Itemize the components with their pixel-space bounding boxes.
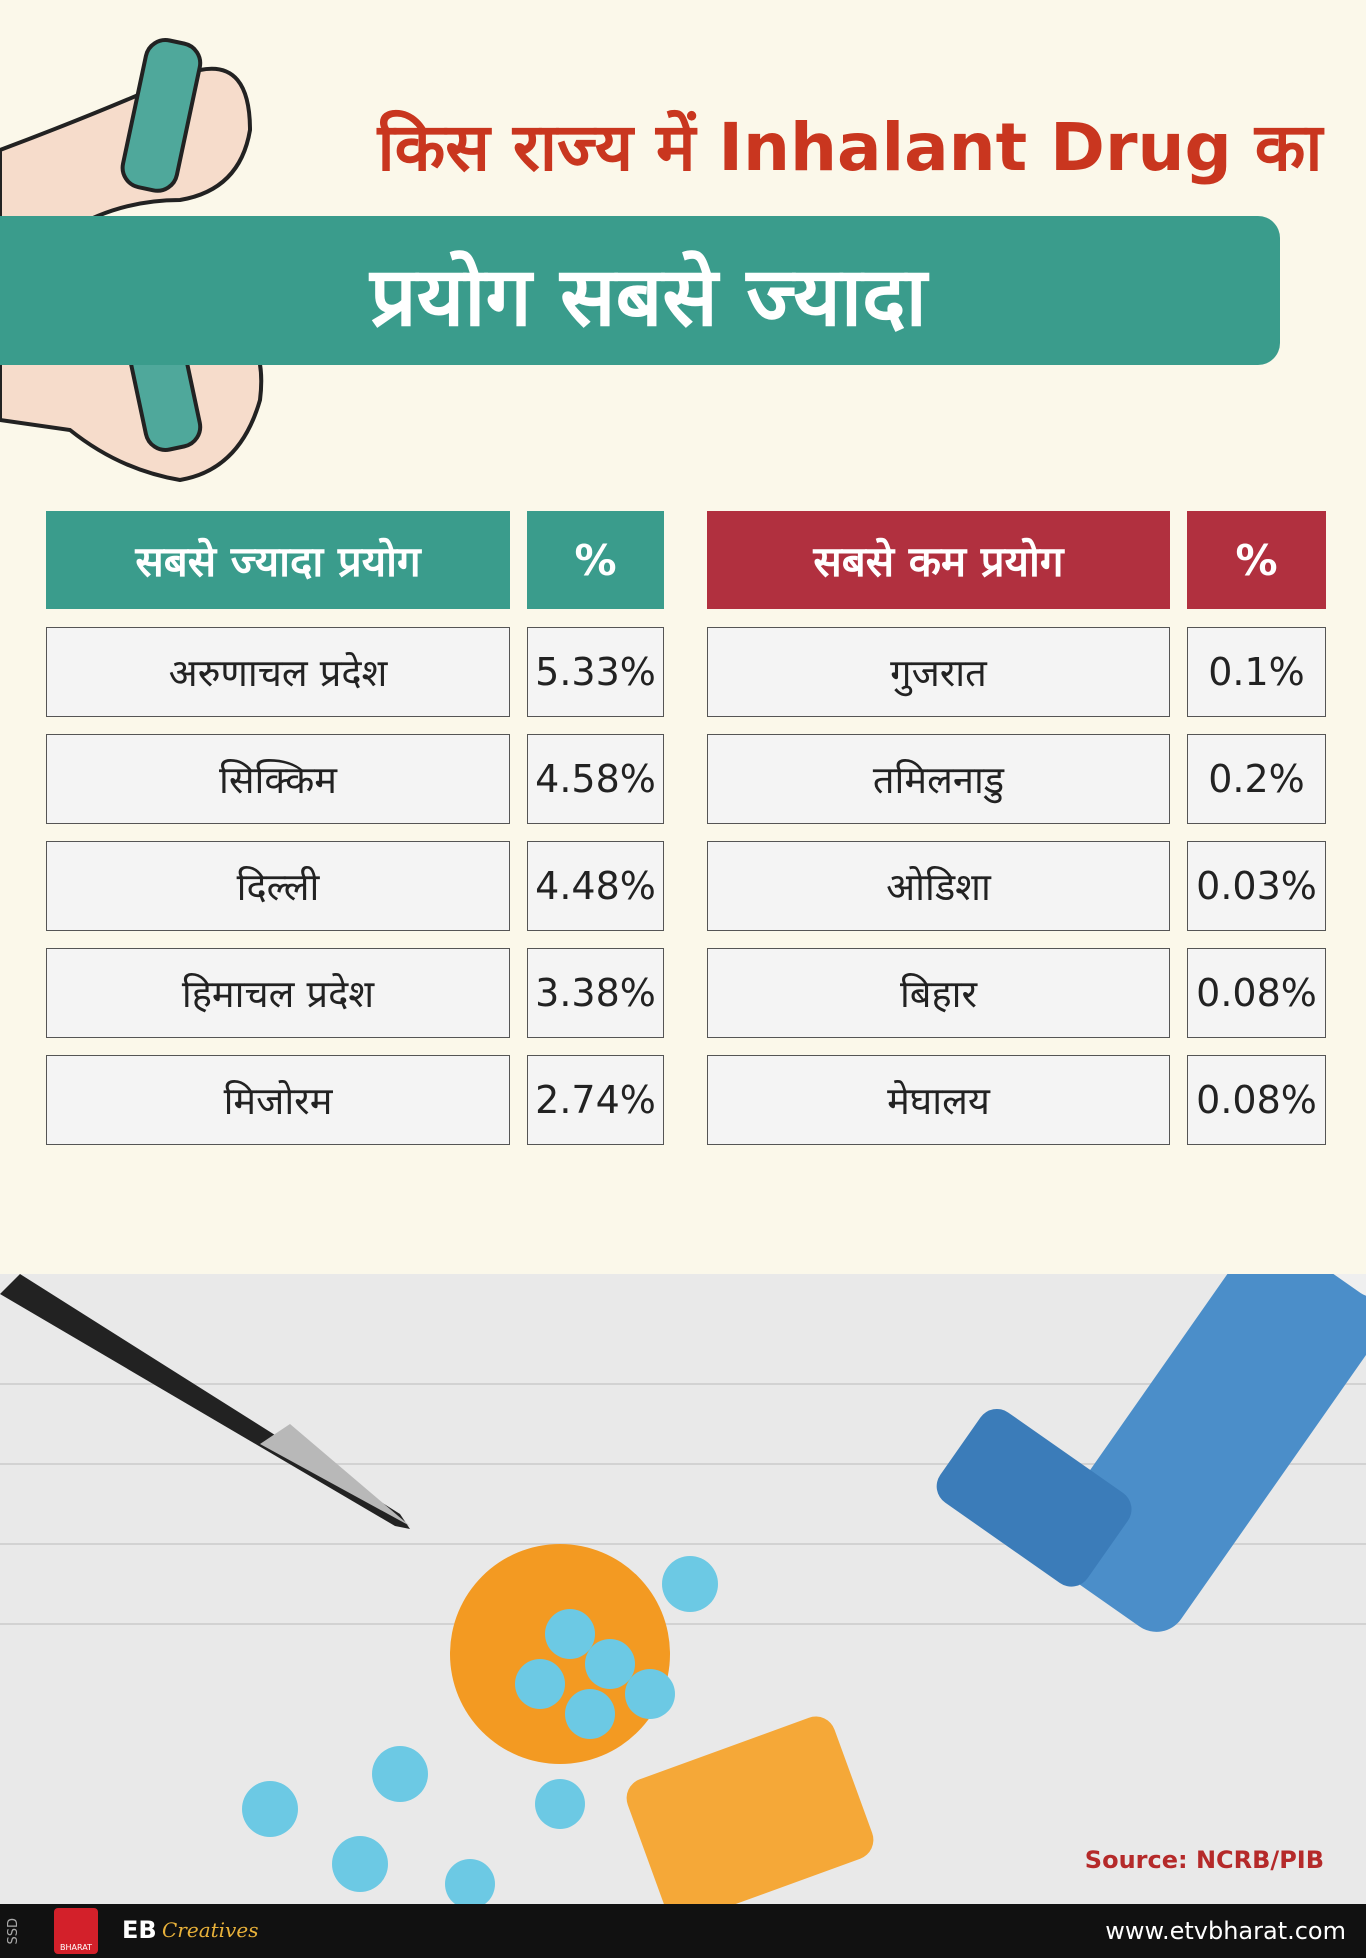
photo-illustration — [0, 1274, 1366, 1904]
percent-cell: 4.58% — [527, 734, 664, 824]
state-cell: ओडिशा — [707, 841, 1170, 931]
state-cell: तमिलनाडु — [707, 734, 1170, 824]
percent-cell: 0.08% — [1187, 1055, 1326, 1145]
state-cell: सिक्किम — [46, 734, 510, 824]
title-band — [0, 216, 1280, 365]
percent-cell: 0.08% — [1187, 948, 1326, 1038]
percent-cell: 0.03% — [1187, 841, 1326, 931]
state-cell: गुजरात — [707, 627, 1170, 717]
state-cell: बिहार — [707, 948, 1170, 1038]
brand: EB — [122, 1916, 157, 1944]
footer-bar: SSD BHARAT EB Creatives www.etvbharat.co… — [0, 1904, 1366, 1958]
website: www.etvbharat.com — [1105, 1917, 1346, 1945]
brand-script: Creatives — [162, 1918, 259, 1942]
percent-cell: 0.1% — [1187, 627, 1326, 717]
logo: BHARAT — [54, 1908, 98, 1954]
table-header: सबसे कम प्रयोग — [707, 511, 1170, 609]
state-cell: दिल्ली — [46, 841, 510, 931]
percent-cell: 2.74% — [527, 1055, 664, 1145]
title-line1: किस राज्य में Inhalant Drug का — [377, 109, 1323, 186]
source: Source: NCRB/PIB — [1084, 1846, 1324, 1874]
table-header: % — [527, 511, 664, 609]
percent-cell: 5.33% — [527, 627, 664, 717]
logo-text: BHARAT — [60, 1943, 92, 1952]
state-cell: मिजोरम — [46, 1055, 510, 1145]
table-header: % — [1187, 511, 1326, 609]
title-line2: प्रयोग सबसे ज्यादा — [370, 250, 927, 345]
state-cell: हिमाचल प्रदेश — [46, 948, 510, 1038]
state-cell: मेघालय — [707, 1055, 1170, 1145]
side-label: SSD — [6, 1918, 21, 1945]
percent-cell: 4.48% — [527, 841, 664, 931]
percent-cell: 3.38% — [527, 948, 664, 1038]
table-header: सबसे ज्यादा प्रयोग — [46, 511, 510, 609]
percent-cell: 0.2% — [1187, 734, 1326, 824]
state-cell: अरुणाचल प्रदेश — [46, 627, 510, 717]
